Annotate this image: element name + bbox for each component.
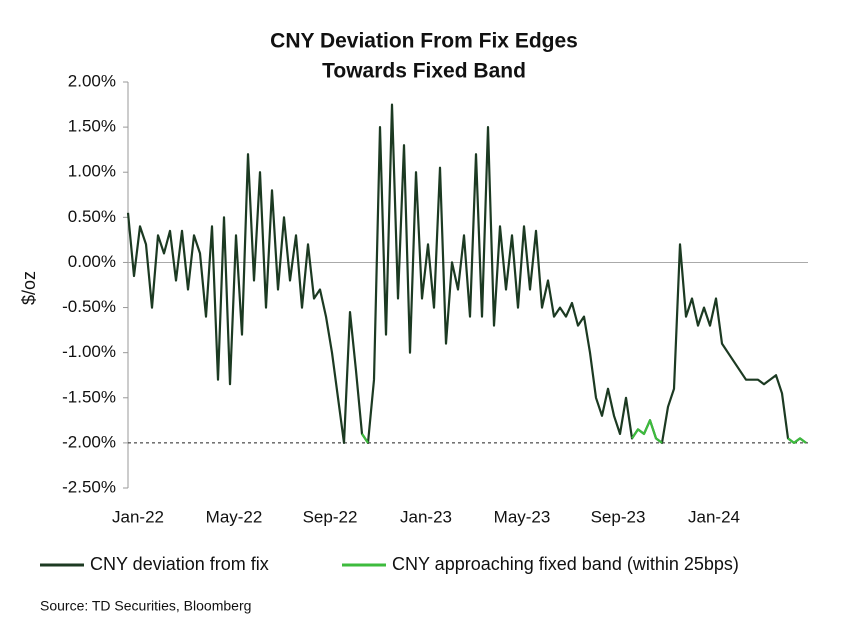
series-line — [126, 103, 807, 444]
y-tick-label: -1.00% — [62, 342, 116, 361]
x-tick-label: May-22 — [206, 507, 263, 526]
chart-subtitle: Towards Fixed Band — [322, 60, 526, 83]
y-axis-label: $/oz — [19, 271, 39, 305]
legend-label: CNY deviation from fix — [90, 554, 269, 574]
y-tick-label: 0.00% — [68, 252, 116, 271]
x-tick-label: Jan-22 — [112, 507, 164, 526]
x-tick-label: Sep-22 — [303, 507, 358, 526]
y-tick-label: -2.50% — [62, 477, 116, 496]
x-tick-label: Jan-24 — [688, 507, 740, 526]
chart-title: CNY Deviation From Fix Edges — [270, 30, 578, 53]
y-tick-label: 0.50% — [68, 207, 116, 226]
y-tick-label: 1.00% — [68, 162, 116, 181]
y-tick-label: 2.00% — [68, 71, 116, 90]
x-tick-label: May-23 — [494, 507, 551, 526]
source-note: Source: TD Securities, Bloomberg — [40, 598, 251, 614]
y-tick-label: -2.00% — [62, 432, 116, 451]
y-tick-label: 1.50% — [68, 117, 116, 136]
y-tick-label: -0.50% — [62, 297, 116, 316]
series-line — [361, 419, 807, 444]
x-tick-label: Sep-23 — [591, 507, 646, 526]
y-tick-label: -1.50% — [62, 387, 116, 406]
legend-label: CNY approaching fixed band (within 25bps… — [392, 554, 739, 574]
x-tick-label: Jan-23 — [400, 507, 452, 526]
